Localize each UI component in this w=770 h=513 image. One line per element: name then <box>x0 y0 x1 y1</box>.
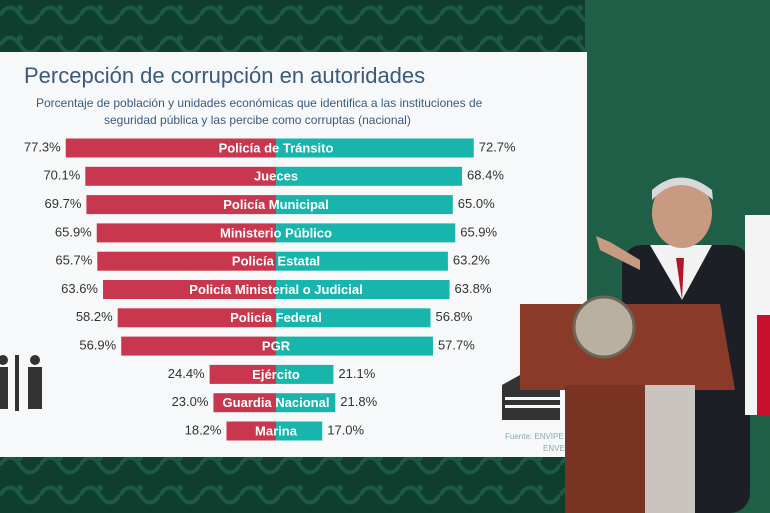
chart-title: Percepción de corrupción en autoridades <box>24 63 425 88</box>
bar <box>103 280 277 299</box>
subtitle: seguridad pública y las percibe como cor… <box>104 113 411 127</box>
chart: 77.3% 72.7% Policía de Tránsito 70.1% 68.4% J… <box>24 138 516 441</box>
bar <box>276 336 433 356</box>
value-label: 63.2% <box>453 253 490 268</box>
value-label: 70.1% <box>43 168 80 183</box>
bar <box>276 393 336 413</box>
bar <box>86 195 276 215</box>
category-label: PGR <box>262 339 291 354</box>
source: Fuente: ENVIPE <box>505 432 564 441</box>
value-label: 63.8% <box>455 281 492 296</box>
category-label: Ministerio Público <box>220 225 332 240</box>
bar <box>226 421 276 441</box>
value-label: 77.3% <box>24 139 61 154</box>
value-label: 17.0% <box>327 422 364 437</box>
value-label: 21.1% <box>338 366 375 381</box>
value-label: 24.4% <box>168 366 205 381</box>
category-label: Ejército <box>252 367 300 382</box>
category-label: Policía Federal <box>230 310 322 325</box>
category-label: Policía Estatal <box>232 254 320 269</box>
source: ENVE <box>543 444 565 453</box>
category-label: Jueces <box>254 169 298 184</box>
flag <box>745 215 770 415</box>
bar <box>276 280 450 299</box>
value-label: 63.6% <box>61 281 98 296</box>
value-label: 18.2% <box>185 422 222 437</box>
bar <box>276 364 334 384</box>
bar <box>213 393 276 413</box>
value-label: 65.9% <box>55 224 92 239</box>
value-label: 65.7% <box>55 253 92 268</box>
value-label: 21.8% <box>340 394 377 409</box>
bar <box>276 308 431 328</box>
bar <box>276 138 474 158</box>
value-label: 72.7% <box>479 139 516 154</box>
subtitle: Porcentaje de población y unidades econó… <box>36 96 483 110</box>
podium <box>520 295 735 513</box>
bar <box>121 336 277 356</box>
category-label: Policía Municipal <box>223 197 328 212</box>
category-label: Marina <box>255 423 298 438</box>
bar <box>276 166 463 186</box>
value-label: 23.0% <box>172 394 209 409</box>
value-label: 56.8% <box>435 309 472 324</box>
bar <box>209 364 276 384</box>
bar <box>96 223 276 243</box>
bar <box>65 138 276 158</box>
category-label: Policía de Tránsito <box>219 140 334 155</box>
value-label: 65.9% <box>460 224 497 239</box>
bar <box>97 251 277 271</box>
bar <box>276 421 323 441</box>
category-label: Policía Ministerial o Judicial <box>189 282 362 297</box>
bar <box>276 195 453 215</box>
bar <box>117 308 276 328</box>
bar <box>85 166 276 186</box>
value-label: 65.0% <box>458 196 495 211</box>
value-label: 57.7% <box>438 338 475 353</box>
category-label: Guardia Nacional <box>223 395 330 410</box>
value-label: 69.7% <box>45 196 82 211</box>
people-icon <box>0 355 42 411</box>
bar <box>276 223 456 243</box>
value-label: 56.9% <box>79 338 116 353</box>
value-label: 68.4% <box>467 168 504 183</box>
bar <box>276 251 448 271</box>
value-label: 58.2% <box>76 309 113 324</box>
